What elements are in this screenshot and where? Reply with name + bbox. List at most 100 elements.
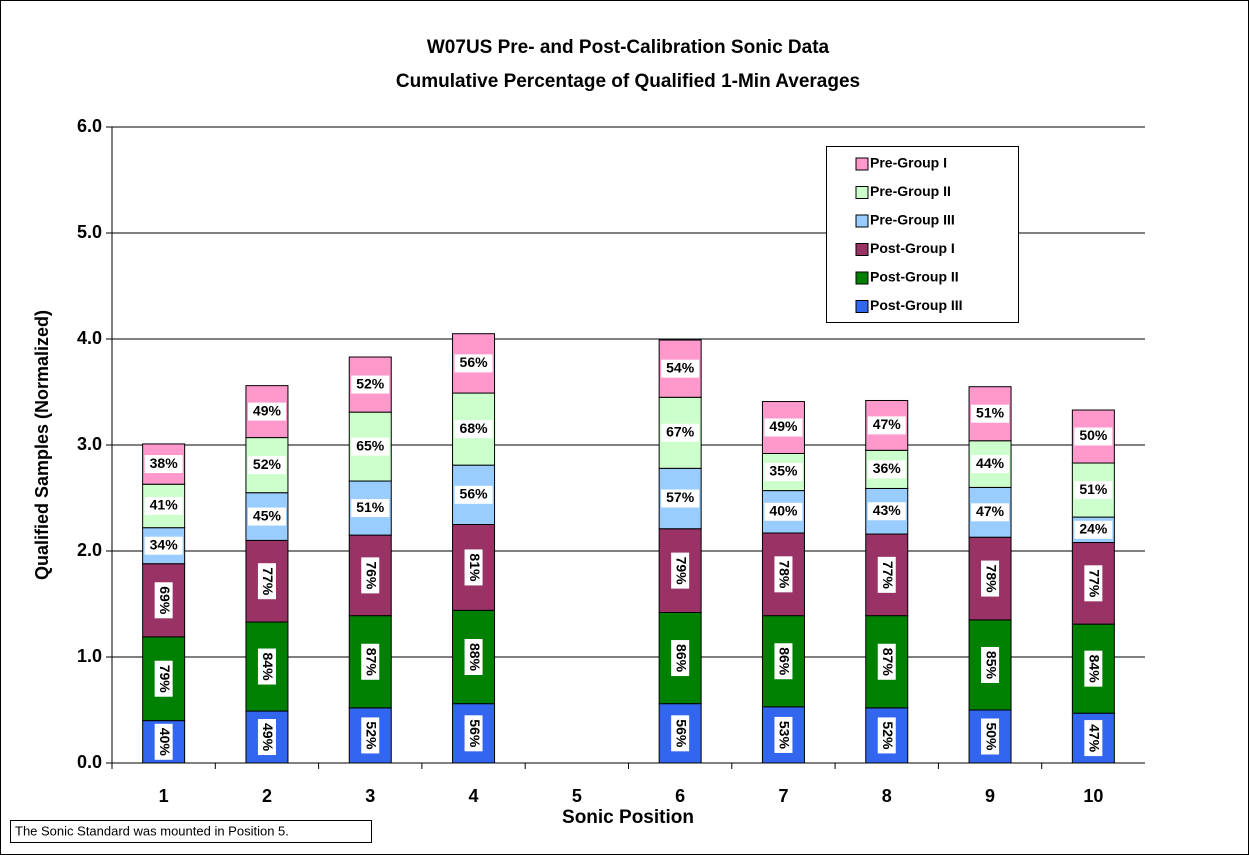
label-box [257, 563, 276, 600]
x-axis-title: Sonic Position [562, 807, 694, 828]
label-box [1084, 565, 1103, 602]
value-label: 57% [666, 489, 695, 505]
legend-swatch [855, 186, 869, 199]
label-box [454, 420, 493, 439]
label-box [257, 719, 276, 756]
value-label: 88% [467, 643, 483, 672]
legend-label: Pre-Group I [870, 155, 947, 171]
value-label: 53% [777, 721, 793, 750]
value-label: 87% [364, 648, 380, 677]
value-label: 76% [364, 561, 380, 590]
value-label: 78% [983, 565, 999, 594]
label-box [144, 455, 183, 474]
value-label: 47% [976, 503, 1005, 519]
label-box [764, 418, 803, 437]
label-box [1074, 427, 1113, 446]
label-box [1084, 650, 1103, 687]
label-box [981, 560, 1000, 597]
legend-swatch [855, 300, 869, 313]
x-tick-label: 4 [469, 786, 479, 806]
value-label: 49% [253, 402, 282, 418]
value-label: 51% [356, 499, 385, 515]
annotation: The Sonic Standard was mounted in Positi… [15, 823, 289, 838]
label-box [361, 557, 380, 594]
value-label: 77% [260, 567, 276, 596]
legend-label: Pre-Group III [870, 212, 955, 228]
value-label: 65% [356, 437, 385, 453]
chart-title: W07US Pre- and Post-Calibration Sonic Da… [427, 37, 830, 58]
label-box [351, 499, 390, 518]
label-box [1084, 720, 1103, 757]
label-box [981, 718, 1000, 755]
value-label: 50% [983, 722, 999, 751]
value-label: 81% [467, 553, 483, 582]
value-label: 38% [150, 455, 179, 471]
value-label: 47% [873, 416, 902, 432]
label-box [981, 646, 1000, 683]
value-label: 45% [253, 507, 282, 523]
x-tick-label: 5 [572, 786, 582, 806]
value-label: 51% [1079, 481, 1108, 497]
x-tick-label: 1 [159, 786, 169, 806]
value-label: 77% [1087, 569, 1103, 598]
value-label: 52% [880, 721, 896, 750]
legend-swatch [855, 214, 869, 228]
value-label: 56% [673, 719, 689, 748]
label-box [257, 648, 276, 685]
bar-segment [245, 539, 289, 623]
x-tick-label: 10 [1083, 786, 1103, 806]
value-label: 41% [150, 497, 179, 513]
legend-swatch [855, 243, 869, 256]
label-box [361, 643, 380, 680]
value-label: 87% [880, 648, 896, 677]
label-box [774, 643, 793, 680]
y-tick-label: 2.0 [77, 540, 102, 560]
label-box [247, 507, 286, 526]
value-label: 86% [777, 647, 793, 676]
legend-label: Pre-Group II [870, 183, 951, 199]
x-tick-label: 8 [882, 786, 892, 806]
label-box [144, 536, 183, 555]
label-box [464, 715, 483, 752]
value-label: 79% [673, 557, 689, 586]
value-label: 49% [260, 723, 276, 752]
label-box [454, 354, 493, 373]
value-label: 84% [260, 653, 276, 682]
legend-label: Post-Group III [870, 297, 963, 313]
annotation-box [10, 820, 372, 843]
value-label: 52% [253, 456, 282, 472]
label-box [154, 582, 173, 619]
label-box [867, 460, 906, 479]
label-box [971, 404, 1010, 423]
label-box [877, 717, 896, 754]
label-box [661, 489, 700, 508]
label-box [661, 359, 700, 378]
label-box [764, 463, 803, 482]
label-box [764, 502, 803, 521]
value-label: 86% [673, 644, 689, 673]
value-label: 56% [460, 354, 489, 370]
label-box [877, 643, 896, 680]
value-label: 24% [1079, 521, 1108, 537]
label-box [971, 455, 1010, 474]
y-tick-label: 3.0 [77, 434, 102, 454]
value-label: 40% [157, 728, 173, 757]
label-box [154, 660, 173, 697]
value-label: 43% [873, 502, 902, 518]
y-tick-label: 4.0 [77, 328, 102, 348]
value-label: 40% [769, 502, 798, 518]
label-box [671, 552, 690, 589]
label-box [671, 640, 690, 677]
label-box [1074, 520, 1113, 539]
value-label: 85% [983, 651, 999, 680]
value-label: 51% [976, 404, 1005, 420]
value-label: 52% [356, 375, 385, 391]
label-box [877, 556, 896, 593]
value-label: 67% [666, 424, 695, 440]
value-label: 84% [1087, 655, 1103, 684]
value-label: 79% [157, 665, 173, 694]
label-box [464, 639, 483, 675]
